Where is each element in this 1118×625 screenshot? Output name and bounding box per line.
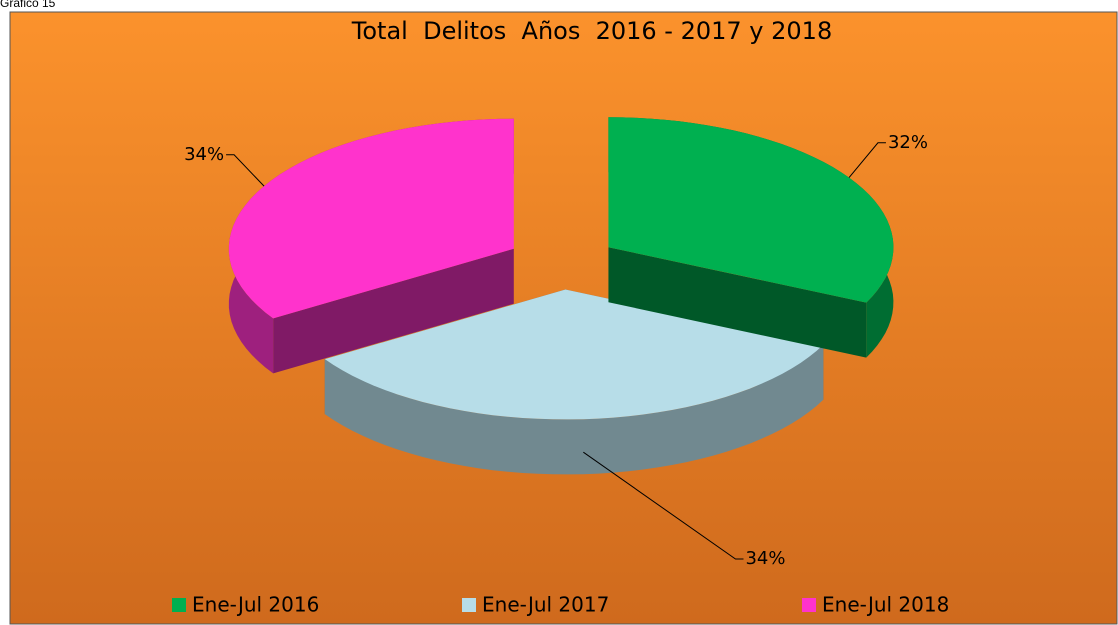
leader-line [226, 154, 265, 187]
slice [608, 117, 894, 303]
legend-label: Ene-Jul 2016 [192, 593, 319, 617]
legend-swatch [172, 598, 186, 612]
leader-line [848, 142, 886, 178]
caption: Gráfico 15 [0, 0, 56, 10]
legend-label: Ene-Jul 2018 [822, 593, 949, 617]
data-label: 32% [888, 132, 928, 153]
slice-wall [324, 344, 824, 475]
data-label: 34% [184, 144, 224, 165]
legend-swatch [462, 598, 476, 612]
slice-side [608, 247, 867, 358]
legend-swatch [802, 598, 816, 612]
leader-line [583, 451, 744, 560]
legend-label: Ene-Jul 2017 [482, 593, 609, 617]
slice [228, 118, 514, 319]
slice [324, 289, 824, 420]
chart-title: Total Delitos Años 2016 - 2017 y 2018 [351, 17, 832, 45]
data-label: 34% [745, 548, 785, 569]
slice-side [273, 248, 514, 374]
